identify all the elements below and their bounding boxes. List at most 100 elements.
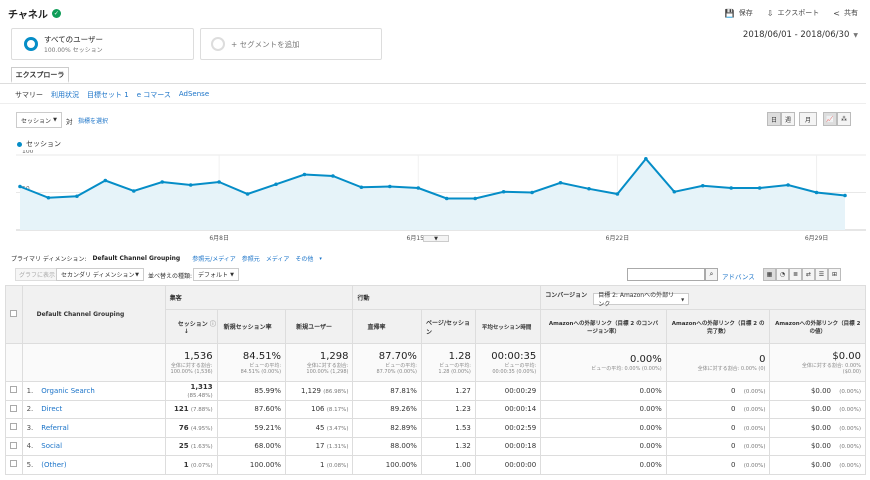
table-search-input[interactable] xyxy=(627,268,705,281)
data-point[interactable] xyxy=(615,192,620,196)
chevron-down-icon: ▾ xyxy=(319,255,322,262)
month-button[interactable]: 月 xyxy=(799,112,817,126)
line-chart-icon[interactable]: 📈 xyxy=(823,112,837,126)
tab-explorer[interactable]: エクスプローラ xyxy=(11,67,69,83)
select-all-checkbox[interactable] xyxy=(10,310,18,317)
totals-sub: 全体に対する割合: xyxy=(170,362,213,369)
totals-cell: 1,536 全体に対する割合: 100.00% (1,536) xyxy=(164,343,218,382)
col-pages-per-session[interactable]: ページ/セッション xyxy=(420,309,476,344)
data-point[interactable] xyxy=(131,189,136,193)
row-checkbox[interactable] xyxy=(10,460,18,468)
data-point[interactable] xyxy=(501,189,506,194)
data-point[interactable] xyxy=(18,184,22,189)
row-completions: 0 (0.00%) xyxy=(665,455,771,475)
row-channel-link[interactable]: Direct xyxy=(41,405,63,414)
dim-option-medium[interactable]: メディア xyxy=(265,256,290,263)
select-metric-link[interactable]: 指標を選択 xyxy=(78,118,109,125)
data-point[interactable] xyxy=(786,183,790,187)
totals-sub: 87.70% (0.00%) xyxy=(376,368,417,375)
data-point[interactable] xyxy=(302,172,307,177)
sort-type-select[interactable]: デフォルト ▼ xyxy=(193,268,239,281)
data-point[interactable] xyxy=(245,192,250,196)
data-point[interactable] xyxy=(729,186,734,190)
row-channel-link[interactable]: (Other) xyxy=(41,460,67,469)
row-checkbox[interactable] xyxy=(10,404,18,412)
row-channel-link[interactable]: Referral xyxy=(41,423,69,432)
x-tick-label: 6月8日 xyxy=(209,235,229,242)
subtab-adsense[interactable]: AdSense xyxy=(178,90,210,98)
data-point[interactable] xyxy=(359,185,364,190)
data-point[interactable] xyxy=(416,186,421,190)
data-point[interactable] xyxy=(444,196,449,201)
row-checkbox[interactable] xyxy=(10,423,18,431)
day-button[interactable]: 日 xyxy=(767,112,781,126)
pivot-icon[interactable]: ⊞ xyxy=(828,268,841,281)
data-point[interactable] xyxy=(75,194,79,199)
row-pps: 1.27 xyxy=(420,381,476,401)
row-new-users: 1 (0.08%) xyxy=(285,455,354,475)
data-table-icon[interactable]: ▦ xyxy=(763,268,776,281)
data-point[interactable] xyxy=(160,180,165,184)
totals-cell: 0.00% ビューの平均: 0.00% (0.00%) xyxy=(540,343,667,382)
data-point[interactable] xyxy=(274,182,278,187)
data-point[interactable] xyxy=(587,186,591,191)
date-range-picker[interactable]: 2018/06/01 - 2018/06/30 ▼ xyxy=(743,30,858,40)
performance-icon[interactable]: ≣ xyxy=(789,268,802,281)
segment-empty-ring-icon xyxy=(211,37,225,51)
motion-chart-icon[interactable]: ⁂ xyxy=(837,112,851,126)
comparison-icon[interactable]: ⇄ xyxy=(802,268,815,281)
col-new-session-rate[interactable]: 新規セッション率 xyxy=(216,309,287,344)
search-icon[interactable]: ⌕ xyxy=(705,268,718,281)
col-new-users[interactable]: 新規ユーザー xyxy=(285,309,354,344)
data-point[interactable] xyxy=(558,180,563,185)
chart-collapse-handle[interactable]: ▼ xyxy=(423,235,449,242)
data-point[interactable] xyxy=(644,156,648,161)
segment-all-users[interactable]: すべてのユーザー 100.00% セッション xyxy=(11,28,194,60)
dim-option-source-medium[interactable]: 参照元/メディア xyxy=(192,256,236,263)
add-segment-button[interactable]: + セグメントを追加 xyxy=(200,28,382,60)
dim-option-source[interactable]: 参照元 xyxy=(241,256,260,263)
row-channel-link[interactable]: Social xyxy=(41,442,63,451)
pie-chart-icon[interactable]: ◔ xyxy=(776,268,789,281)
dim-option-other[interactable]: その他 xyxy=(295,256,314,263)
data-point[interactable] xyxy=(814,190,819,195)
caret-down-icon: ▼ xyxy=(681,296,685,302)
data-point[interactable] xyxy=(530,190,534,195)
subtab-usage[interactable]: 利用状況 xyxy=(51,91,79,99)
data-point[interactable] xyxy=(473,196,477,201)
col-avg-session-duration[interactable]: 平均セッション時間 xyxy=(474,309,542,344)
col-bounce-rate[interactable]: 直帰率 xyxy=(352,309,422,344)
data-point[interactable] xyxy=(700,183,705,188)
data-point[interactable] xyxy=(46,195,51,200)
row-channel-link[interactable]: Organic Search xyxy=(41,386,95,395)
data-point[interactable] xyxy=(843,193,847,198)
data-point[interactable] xyxy=(188,183,193,187)
share-button[interactable]: < 共有 xyxy=(833,8,858,18)
save-button[interactable]: 💾 保存 xyxy=(725,8,753,18)
advanced-filter-link[interactable]: アドバンス xyxy=(722,273,755,281)
row-checkbox[interactable] xyxy=(10,386,18,394)
data-point[interactable] xyxy=(672,189,677,194)
col-goal-completions[interactable]: Amazonへの外部リンク（目標 2 の完了数） xyxy=(665,309,771,344)
col-goal-conversion-rate[interactable]: Amazonへの外部リンク（目標 2 のコンバージョン率） xyxy=(540,309,667,344)
sort-type-label: 並べ替えの種類: xyxy=(148,273,193,280)
subtab-goal-set[interactable]: 目標セット 1 xyxy=(87,91,129,99)
metric-select[interactable]: セッション ▼ xyxy=(16,112,62,128)
data-point[interactable] xyxy=(103,178,108,183)
col-sessions[interactable]: セッション ⓘ ↓ xyxy=(164,309,218,344)
secondary-dimension-select[interactable]: セカンダリ ディメンション ▼ xyxy=(56,268,144,281)
goal-select[interactable]: 目標 2: Amazonへの外部リンク ▼ xyxy=(593,292,690,308)
subtab-summary[interactable]: サマリー xyxy=(15,91,43,99)
row-checkbox[interactable] xyxy=(10,441,18,449)
data-point[interactable] xyxy=(331,174,335,178)
week-button[interactable]: 週 xyxy=(781,112,795,126)
col-goal-value[interactable]: Amazonへの外部リンク（目標 2 の値） xyxy=(769,309,866,344)
graph-rows-button[interactable]: グラフに表示 xyxy=(15,268,60,281)
data-point[interactable] xyxy=(217,180,221,184)
data-point[interactable] xyxy=(757,186,762,190)
export-button[interactable]: ⇩ エクスポート xyxy=(767,8,820,18)
dim-header[interactable]: Default Channel Grouping xyxy=(21,285,166,344)
term-cloud-icon[interactable]: ☰ xyxy=(815,268,828,281)
data-point[interactable] xyxy=(388,184,392,189)
subtab-ecommerce[interactable]: e コマース xyxy=(136,91,171,99)
